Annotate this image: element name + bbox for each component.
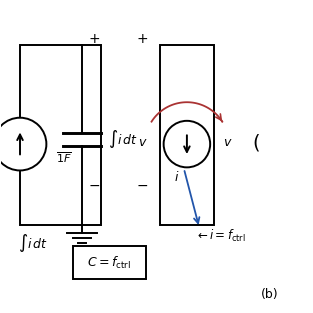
Circle shape — [0, 118, 46, 171]
Text: $\int i\,dt$: $\int i\,dt$ — [18, 232, 49, 254]
Text: $v$: $v$ — [138, 136, 147, 149]
Text: $\overline{1F}$: $\overline{1F}$ — [56, 150, 71, 165]
Text: +: + — [137, 32, 148, 46]
Text: $\int i\,dt$: $\int i\,dt$ — [108, 128, 138, 151]
Circle shape — [164, 121, 210, 167]
Text: $C = f_{\mathrm{ctrl}}$: $C = f_{\mathrm{ctrl}}$ — [87, 254, 131, 271]
Text: $i$: $i$ — [174, 170, 179, 184]
Text: +: + — [89, 32, 100, 46]
Text: (: ( — [252, 133, 259, 152]
Text: (b): (b) — [261, 288, 279, 301]
Text: $-$: $-$ — [136, 177, 149, 192]
Text: $-$: $-$ — [88, 177, 100, 192]
Text: $v$: $v$ — [223, 136, 233, 149]
Text: $\leftarrow i = f_{\mathrm{ctrl}}$: $\leftarrow i = f_{\mathrm{ctrl}}$ — [195, 228, 246, 244]
